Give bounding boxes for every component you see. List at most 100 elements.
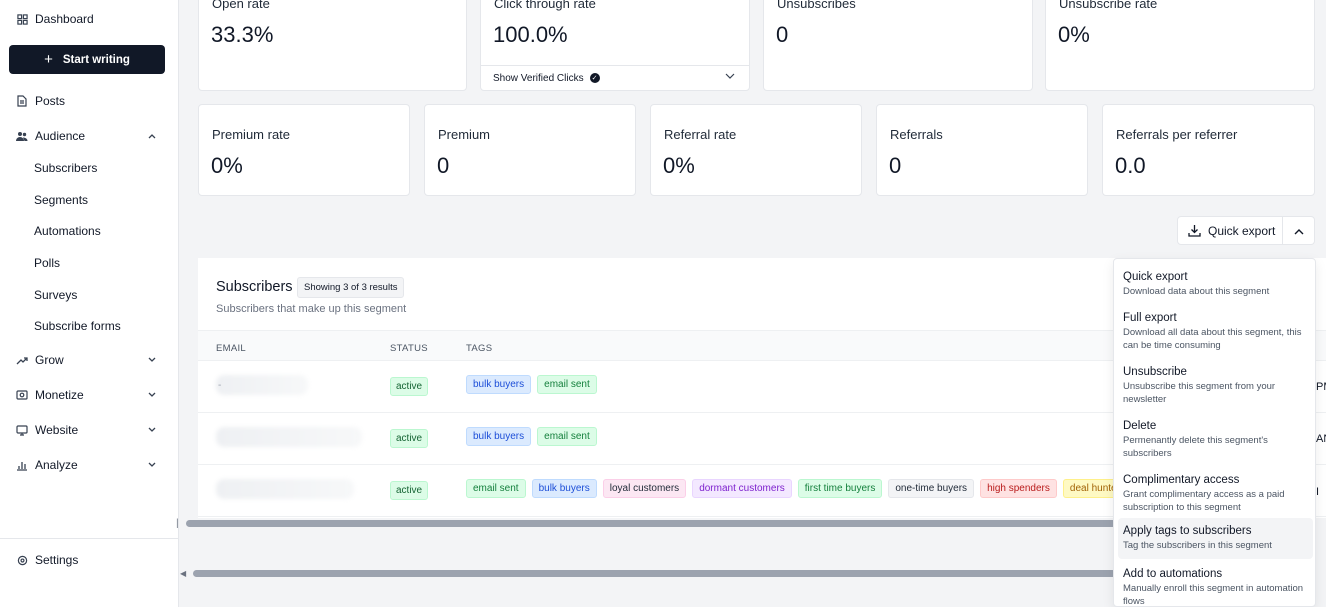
nav-monetize[interactable]: Monetize [16, 388, 166, 402]
stat-label: Open rate [212, 0, 270, 11]
quick-export-label: Quick export [1208, 223, 1276, 238]
tag-list: bulk buyers email sent [466, 375, 597, 394]
nav-analyze-label: Analyze [35, 458, 78, 472]
column-header-status[interactable]: STATUS [390, 343, 428, 354]
nav-dashboard[interactable]: Dashboard [16, 12, 94, 26]
stat-label: Referral rate [664, 127, 737, 142]
menu-item-unsubscribe[interactable]: Unsubscribe Unsubscribe this segment fro… [1118, 359, 1313, 406]
stat-label: Unsubscribe rate [1059, 0, 1158, 11]
menu-item-quick-export[interactable]: Quick export Download data about this se… [1118, 264, 1313, 298]
sidebar: Dashboard + Start writing Posts Audience… [0, 0, 179, 607]
menu-item-delete[interactable]: Delete Permenantly delete this segment's… [1118, 413, 1313, 460]
nav-dashboard-label: Dashboard [35, 12, 94, 26]
column-header-email[interactable]: EMAIL [216, 343, 247, 354]
menu-item-label: Add to automations [1123, 568, 1223, 580]
page-horizontal-scrollbar[interactable] [193, 570, 1116, 577]
nav-grow[interactable]: Grow [16, 353, 166, 367]
sidebar-item-automations[interactable]: Automations [34, 224, 101, 238]
sidebar-item-subscribers[interactable]: Subscribers [34, 161, 98, 175]
menu-item-label: Apply tags to subscribers [1123, 525, 1252, 537]
menu-item-label: Unsubscribe [1123, 366, 1187, 378]
menu-item-label: Complimentary access [1123, 474, 1240, 486]
show-verified-clicks-toggle[interactable]: Show Verified Clicks ✓ [481, 65, 749, 90]
tag-chip: email sent [537, 427, 597, 446]
sidebar-divider [0, 538, 179, 539]
document-icon [16, 95, 28, 107]
stat-label: Premium rate [212, 127, 291, 142]
nav-posts[interactable]: Posts [16, 94, 65, 108]
status-badge: active [390, 377, 429, 396]
plus-icon: + [44, 51, 53, 68]
nav-settings[interactable]: Settings [16, 553, 78, 567]
sidebar-item-surveys[interactable]: Surveys [34, 288, 78, 302]
status-badge: active [390, 481, 429, 500]
chevron-down-icon[interactable] [148, 458, 158, 472]
nav-analyze[interactable]: Analyze [16, 458, 166, 472]
scroll-left-icon[interactable]: ▏ [177, 519, 184, 528]
tag-chip: one-time buyers [888, 479, 975, 498]
tag-chip: dormant customers [692, 479, 792, 498]
nav-website-label: Website [35, 423, 79, 437]
menu-item-apply-tags[interactable]: Apply tags to subscribers Tag the subscr… [1118, 518, 1313, 559]
row-date-fragment: I [1316, 486, 1320, 498]
tag-chip: first time buyers [797, 479, 883, 498]
nav-monetize-label: Monetize [35, 388, 84, 402]
export-actions-menu: Quick export Download data about this se… [1113, 258, 1316, 607]
nav-website[interactable]: Website [16, 423, 166, 437]
panel-subtitle: Subscribers that make up this segment [216, 303, 407, 315]
stat-card-premium: Premium 0 [424, 104, 636, 196]
chevron-down-icon[interactable] [148, 388, 158, 402]
table-row[interactable]: active bulk buyers email sent [198, 413, 1326, 465]
status-badge: active [390, 429, 429, 448]
email-cell[interactable] [216, 427, 362, 447]
stat-value: 33.3% [211, 22, 274, 47]
tag-list: email sent bulk buyers loyal customers dorm… [466, 479, 1132, 498]
table-horizontal-scrollbar[interactable] [186, 520, 1116, 527]
nav-audience[interactable]: Audience [16, 129, 166, 143]
nav-posts-label: Posts [35, 94, 66, 108]
nav-settings-label: Settings [35, 553, 79, 567]
chevron-down-icon[interactable] [148, 423, 158, 437]
column-header-tags[interactable]: TAGS [466, 343, 493, 354]
email-cell[interactable] [216, 375, 308, 395]
stat-value: 0% [211, 153, 243, 178]
chevron-down-icon[interactable] [148, 353, 158, 367]
stat-label: Premium [438, 127, 491, 142]
stat-card-referral-rate: Referral rate 0% [650, 104, 862, 196]
monitor-icon [16, 424, 28, 436]
chevron-up-icon[interactable] [148, 129, 158, 143]
menu-item-label: Full export [1123, 312, 1177, 324]
menu-item-description: Download all data about this segment, th… [1123, 327, 1302, 351]
stat-card-open-rate: Open rate 33.3% [198, 0, 467, 91]
sidebar-item-segments[interactable]: Segments [34, 193, 89, 207]
chevron-up-icon [1294, 222, 1304, 240]
menu-item-add-to-automations[interactable]: Add to automations Manually enroll this … [1118, 561, 1313, 607]
chevron-down-icon [725, 72, 735, 83]
sidebar-item-polls[interactable]: Polls [34, 256, 61, 270]
stat-value: 100.0% [493, 22, 568, 47]
menu-item-complimentary-access[interactable]: Complimentary access Grant complimentary… [1118, 467, 1313, 514]
sidebar-item-subscribe-forms[interactable]: Subscribe forms [34, 319, 121, 333]
scroll-left-arrow-icon[interactable]: ◀ [180, 569, 187, 578]
stat-label: Unsubscribes [777, 0, 856, 11]
grid-icon [16, 13, 28, 25]
stat-value: 0 [437, 153, 450, 178]
nav-grow-label: Grow [35, 353, 64, 367]
email-text: - [218, 380, 222, 391]
email-cell[interactable] [216, 479, 354, 499]
start-writing-label: Start writing [62, 53, 130, 66]
stat-card-premium-rate: Premium rate 0% [198, 104, 410, 196]
download-icon [1188, 224, 1201, 237]
table-row[interactable]: - active bulk buyers email sent [198, 361, 1326, 413]
stat-value: 0 [776, 22, 789, 47]
stat-card-referrals: Referrals 0 [876, 104, 1088, 196]
stat-value: 0.0 [1115, 153, 1146, 178]
menu-item-full-export[interactable]: Full export Download all data about this… [1118, 305, 1313, 352]
menu-item-description: Manually enroll this segment in automati… [1123, 583, 1304, 607]
gear-icon [16, 554, 28, 566]
start-writing-button[interactable]: + Start writing [9, 45, 165, 74]
export-menu-toggle[interactable] [1283, 216, 1315, 245]
tag-chip: email sent [466, 479, 526, 498]
stat-value: 0% [1058, 22, 1090, 47]
quick-export-button[interactable]: Quick export [1177, 216, 1283, 245]
